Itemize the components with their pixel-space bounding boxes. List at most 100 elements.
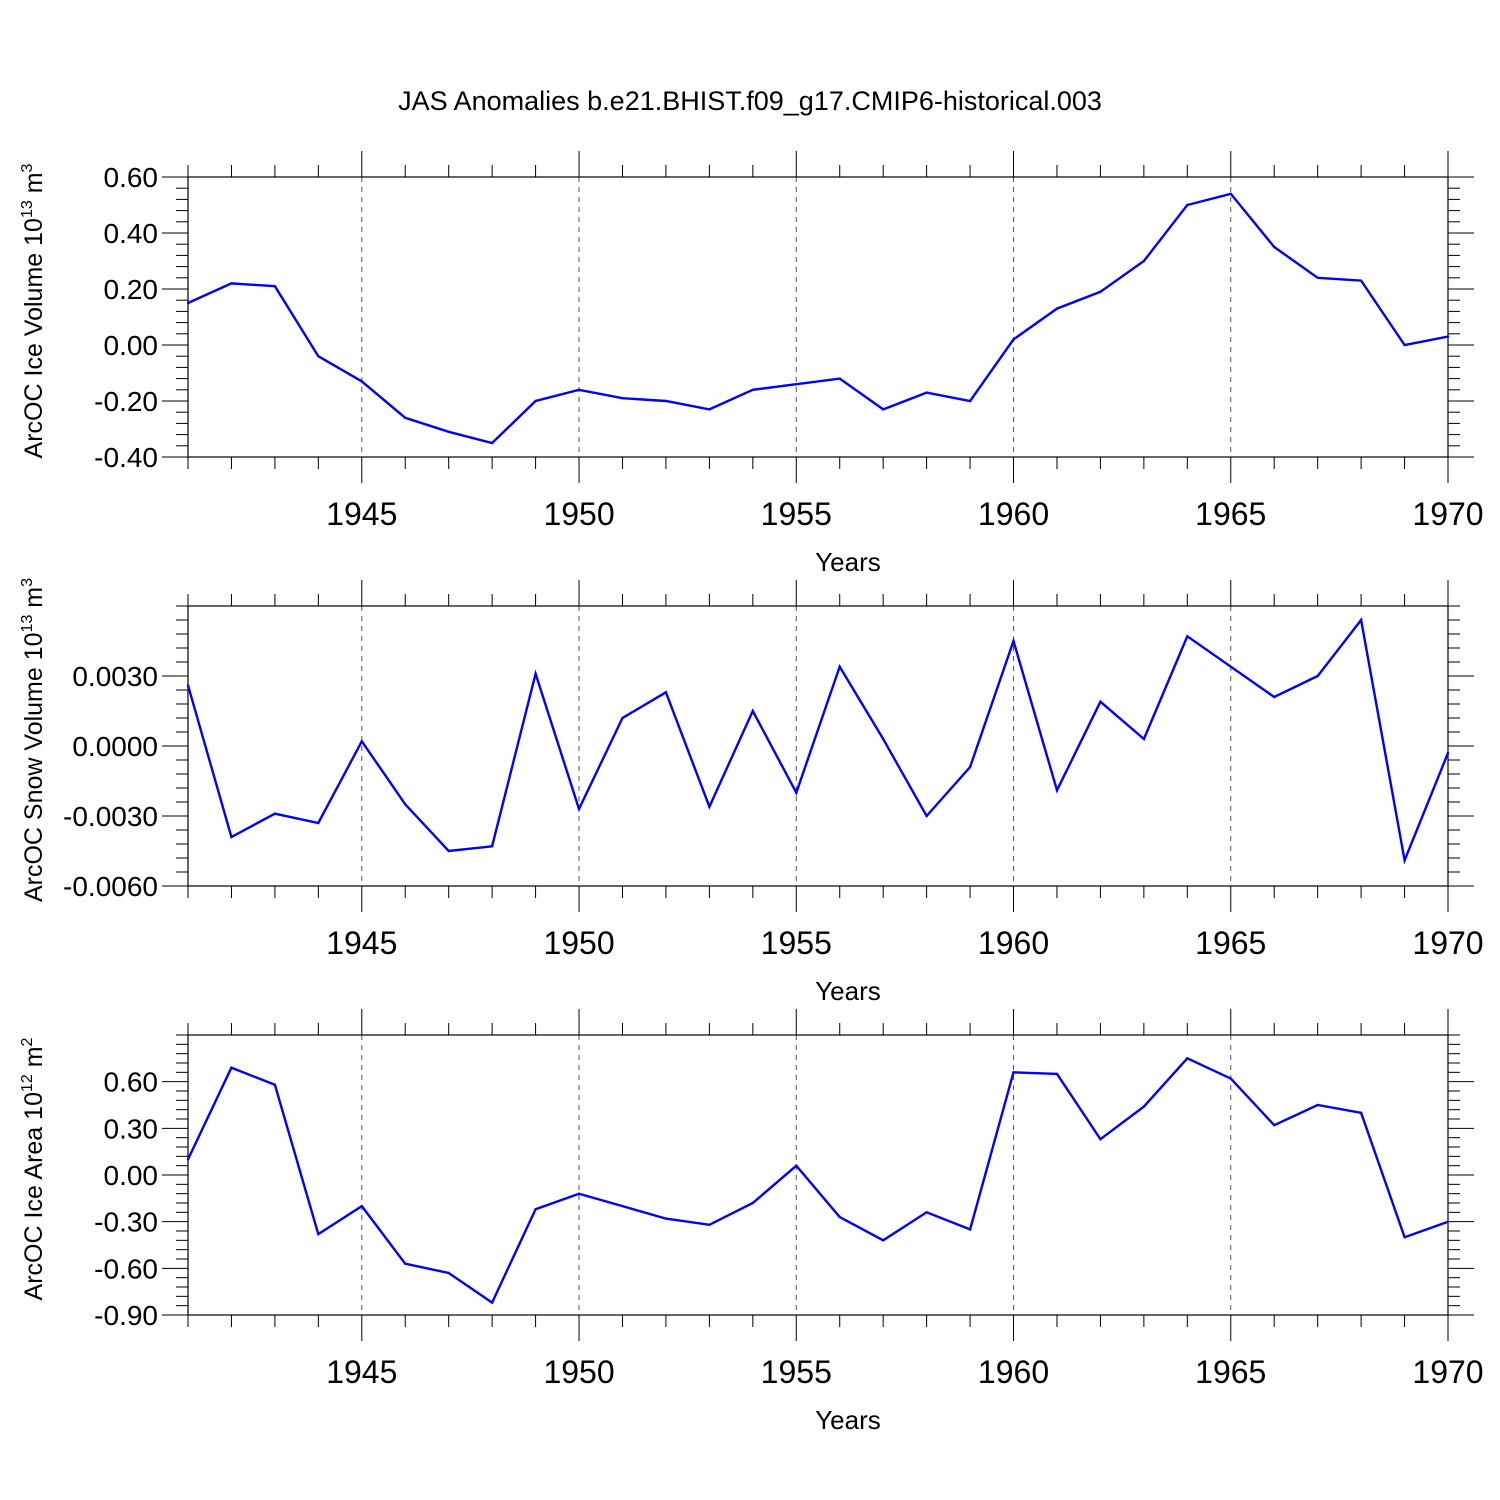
data-point xyxy=(708,805,711,808)
data-point xyxy=(577,1192,581,1195)
data-point xyxy=(534,672,537,675)
data-point xyxy=(881,737,885,741)
data-point xyxy=(838,665,841,668)
x-axis-label: Years xyxy=(815,547,881,577)
data-point xyxy=(881,1239,885,1242)
y-axis-label-exponent: 12 xyxy=(19,1074,36,1092)
x-tick-label: 1955 xyxy=(761,1354,832,1390)
series-line xyxy=(187,192,1449,445)
data-point xyxy=(1359,618,1363,622)
data-point xyxy=(1316,276,1319,279)
data-point xyxy=(577,388,581,391)
plot-frame xyxy=(187,176,1449,458)
x-tick-label: 1970 xyxy=(1412,925,1483,961)
y-tick-label: 0.00 xyxy=(104,1160,159,1191)
data-point xyxy=(447,1271,450,1275)
data-point xyxy=(534,399,537,403)
data-point xyxy=(273,285,277,288)
data-point xyxy=(447,430,450,433)
x-tick-label: 1960 xyxy=(978,496,1049,532)
data-point xyxy=(968,1228,972,1231)
data-point xyxy=(1055,307,1059,310)
data-point xyxy=(1142,737,1146,741)
data-point xyxy=(1446,335,1450,338)
x-tick-label: 1955 xyxy=(761,925,832,961)
data-point xyxy=(881,408,885,411)
y-tick-label: -0.0030 xyxy=(63,801,158,832)
data-point xyxy=(621,1204,624,1208)
x-axis-label: Years xyxy=(815,1405,881,1435)
data-point xyxy=(1186,203,1189,207)
data-point xyxy=(230,835,233,839)
data-point xyxy=(1012,639,1015,643)
data-point xyxy=(404,1262,407,1265)
data-point xyxy=(1099,1138,1102,1141)
x-tick-label: 1950 xyxy=(543,496,614,532)
x-tick-label: 1945 xyxy=(326,1354,397,1390)
data-point xyxy=(490,845,494,848)
data-point xyxy=(751,1201,755,1205)
x-axis-label: Years xyxy=(815,976,881,1006)
data-point xyxy=(1142,1105,1146,1108)
plot-frame xyxy=(187,605,1449,887)
data-point xyxy=(273,1083,277,1086)
y-tick-label: 0.20 xyxy=(104,274,159,305)
data-point xyxy=(1142,259,1146,263)
data-point xyxy=(968,399,972,403)
data-point xyxy=(1403,343,1406,347)
data-point xyxy=(186,301,190,305)
y-axis-label-exponent: 2 xyxy=(19,1037,36,1046)
data-point xyxy=(230,1066,233,1069)
data-point xyxy=(1229,1077,1232,1080)
data-point xyxy=(664,399,668,403)
y-axis-label: ArcOC Ice Volume 1013 m3 xyxy=(19,163,48,458)
data-point xyxy=(1186,635,1189,638)
panel-1: -0.40 -0.20 0.00 0.20 0.40 0.60 1945 1950 1955 19… xyxy=(19,151,1484,577)
data-point xyxy=(795,383,798,386)
data-point xyxy=(230,282,233,285)
chart-panels: -0.40 -0.20 0.00 0.20 0.40 0.60 1945 1950 1955 19… xyxy=(19,151,1484,1435)
data-point xyxy=(925,391,928,394)
y-tick-label: 0.60 xyxy=(104,1067,159,1098)
panel-3: -0.90 -0.60 -0.30 0.00 0.30 0.60 1945 1950 1955 1… xyxy=(19,1009,1484,1435)
data-point xyxy=(317,355,320,358)
data-point xyxy=(621,397,624,400)
data-point xyxy=(1446,1220,1450,1223)
y-axis-label-exponent: 13 xyxy=(19,200,36,218)
data-point xyxy=(838,1215,841,1219)
data-point xyxy=(925,1211,928,1214)
y-axis-label-exponent: 3 xyxy=(19,578,36,587)
data-point xyxy=(404,416,407,419)
data-point xyxy=(1099,290,1102,293)
data-point xyxy=(968,765,972,769)
data-point xyxy=(490,441,494,445)
data-point xyxy=(1316,674,1319,678)
data-point xyxy=(534,1208,537,1211)
x-tick-label: 1955 xyxy=(761,496,832,532)
data-point xyxy=(1229,192,1232,195)
data-point xyxy=(360,1204,363,1208)
y-tick-label: -0.30 xyxy=(94,1207,158,1238)
data-point xyxy=(664,1217,668,1220)
data-point xyxy=(1403,859,1406,862)
y-axis-label-exponent: 13 xyxy=(19,615,36,633)
y-axis-label-exponent: 3 xyxy=(19,163,36,172)
x-tick-label: 1970 xyxy=(1412,496,1483,532)
y-tick-label: 0.0000 xyxy=(72,731,158,762)
y-axis-label-text: m xyxy=(20,587,48,615)
data-point xyxy=(1012,338,1015,341)
data-point xyxy=(360,380,363,383)
y-tick-label: 0.0030 xyxy=(72,661,158,692)
data-point xyxy=(751,388,755,391)
y-axis-label: ArcOC Ice Area 1012 m2 xyxy=(19,1037,48,1300)
y-tick-label: 0.60 xyxy=(104,162,159,193)
data-point xyxy=(1229,665,1232,668)
data-point xyxy=(447,849,450,853)
data-point xyxy=(1099,700,1102,703)
data-point xyxy=(1055,789,1059,792)
x-tick-label: 1950 xyxy=(543,1354,614,1390)
data-point xyxy=(404,803,407,806)
data-point xyxy=(708,1223,711,1226)
data-point xyxy=(925,814,928,818)
y-axis-label-text: m xyxy=(20,172,48,200)
